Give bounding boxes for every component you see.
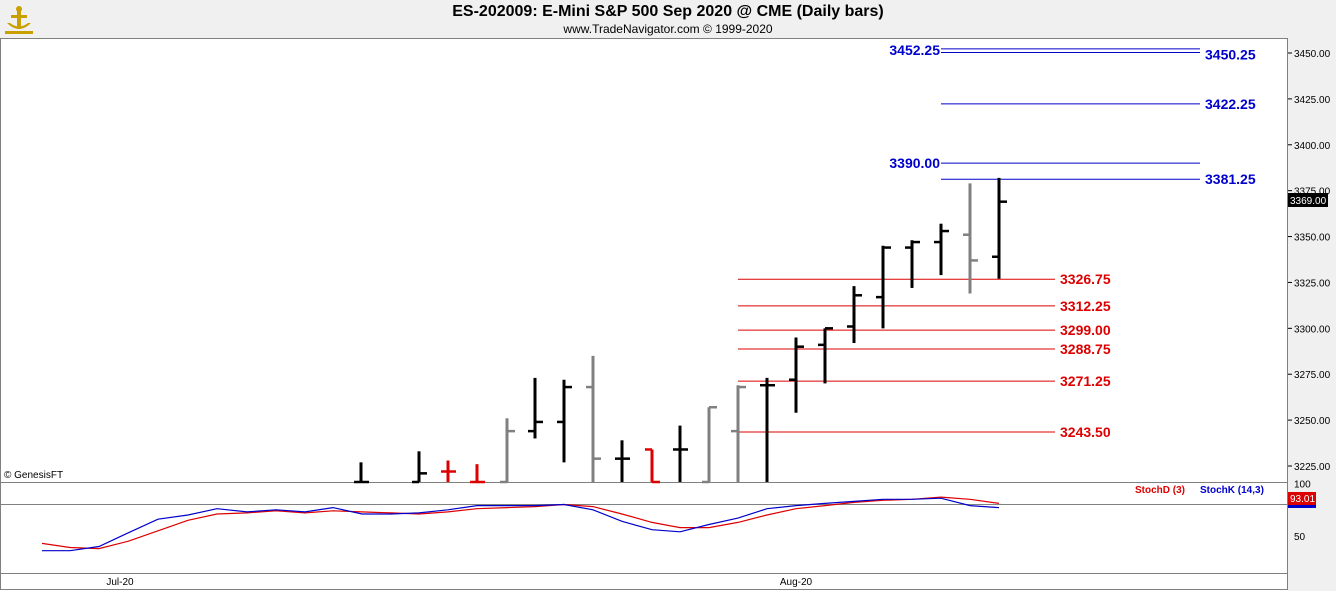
- price-tick-label: 3325.00: [1294, 278, 1331, 289]
- stoch-k-line: [42, 497, 1000, 552]
- ohlc-bar: [702, 406, 717, 484]
- ohlc-bar: [500, 418, 515, 484]
- level-label: 3450.25: [1205, 47, 1256, 63]
- price-tick-label: 3275.00: [1294, 370, 1331, 381]
- level-label: 3288.75: [1060, 341, 1111, 357]
- watermark: © GenesisFT: [4, 470, 63, 481]
- ohlc-bar: [847, 286, 862, 344]
- stoch-tick-label: 100: [1294, 480, 1311, 491]
- level-label: 3271.25: [1060, 373, 1111, 389]
- level-label: 3381.25: [1205, 171, 1256, 187]
- price-pane-frame: [0, 38, 1288, 483]
- stoch-value-label: 93.01: [1290, 494, 1315, 505]
- chart-header: ES-202009: E-Mini S&P 500 Sep 2020 @ CME…: [0, 0, 1336, 38]
- ohlc-bar: [354, 462, 369, 484]
- ohlc-bar: [645, 448, 660, 484]
- support-resistance-levels: 3452.25 3450.25 3422.25 3390.00 3381.25 3326.…: [738, 42, 1256, 440]
- level-label: 3243.50: [1060, 424, 1111, 440]
- chart-title: ES-202009: E-Mini S&P 500 Sep 2020 @ CME…: [452, 3, 884, 20]
- price-tick-label: 3425.00: [1294, 95, 1331, 106]
- price-tick-label: 3375.00: [1294, 187, 1331, 198]
- price-axis: 3450.00 3425.00 3400.00 3375.00 3350.00 3325.…: [1288, 49, 1331, 473]
- time-tick-label: Aug-20: [780, 577, 813, 588]
- level-label: 3452.25: [889, 42, 940, 58]
- time-tick-label: Jul-20: [106, 577, 134, 588]
- ohlc-bar: [673, 425, 688, 482]
- level-label: 3312.25: [1060, 298, 1111, 314]
- ohlc-bar: [963, 183, 978, 294]
- ohlc-bar: [934, 223, 949, 276]
- chart-subtitle: www.TradeNavigator.com © 1999-2020: [563, 22, 773, 36]
- ohlc-bar: [470, 464, 485, 484]
- stoch-axis: 100 50: [1294, 480, 1311, 544]
- ohlc-bar: [760, 377, 775, 482]
- ohlc-bars: [354, 177, 1007, 484]
- level-label: 3390.00: [889, 155, 940, 171]
- chart-frames: [0, 38, 1288, 590]
- ohlc-bar: [441, 460, 456, 482]
- price-tick-label: 3400.00: [1294, 141, 1331, 152]
- ohlc-bar: [789, 337, 804, 413]
- ohlc-bar: [528, 377, 543, 439]
- last-price-label: 3369.00: [1290, 196, 1327, 207]
- price-tick-label: 3250.00: [1294, 416, 1331, 427]
- ohlc-bar: [876, 245, 891, 329]
- stoch-k-label: StochK (14,3): [1200, 485, 1264, 496]
- level-label: 3326.75: [1060, 271, 1111, 287]
- level-label: 3299.00: [1060, 322, 1111, 338]
- ohlc-bar: [557, 379, 572, 463]
- price-tick-label: 3450.00: [1294, 49, 1331, 60]
- ohlc-bar: [992, 177, 1007, 279]
- stoch-d-line: [41, 496, 1000, 550]
- last-price-tag: [1288, 193, 1328, 207]
- stochastic-lines: [41, 496, 1000, 552]
- price-tick-label: 3350.00: [1294, 233, 1331, 244]
- price-tick-label: 3300.00: [1294, 324, 1331, 335]
- stoch-d-label: StochD (3): [1135, 485, 1185, 496]
- ohlc-bar: [586, 355, 601, 482]
- ohlc-bar: [905, 240, 920, 288]
- trade-navigator-logo-icon: [5, 6, 33, 34]
- ohlc-bar: [412, 451, 427, 484]
- stoch-tick-label: 50: [1294, 532, 1306, 543]
- price-chart: 3450.00 3425.00 3400.00 3375.00 3350.00 3325.…: [0, 38, 1331, 590]
- time-axis: Jul-20 Aug-20: [106, 577, 812, 588]
- level-label: 3422.25: [1205, 96, 1256, 112]
- stoch-value-tag-underline: [1288, 505, 1316, 508]
- time-axis-frame: [0, 573, 1288, 590]
- ohlc-bar: [731, 385, 746, 482]
- stoch-value-tag: [1288, 492, 1316, 505]
- ohlc-bar: [818, 327, 833, 384]
- ohlc-bar: [615, 440, 630, 482]
- price-tick-label: 3225.00: [1294, 462, 1331, 473]
